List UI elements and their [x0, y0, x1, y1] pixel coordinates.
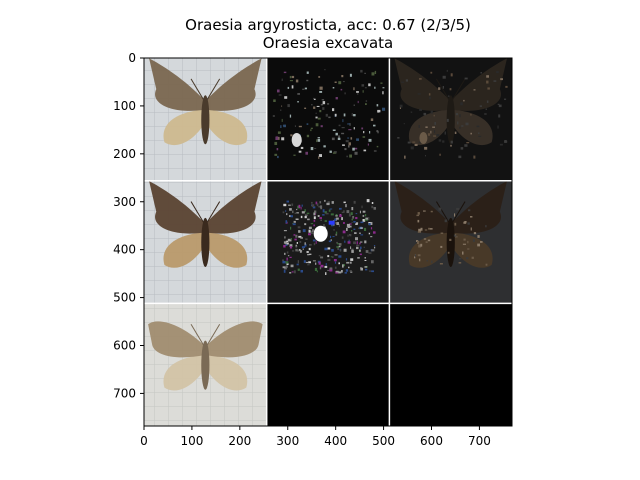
x-tick-label: 200 [228, 434, 251, 448]
y-tick-label: 0 [128, 51, 136, 65]
x-tick-label: 400 [324, 434, 347, 448]
figure-title: Oraesia argyrosticta, acc: 0.67 (2/3/5) [185, 16, 471, 34]
y-tick-label: 400 [113, 243, 136, 257]
figure-subtitle: Oraesia excavata [262, 34, 394, 52]
moth-photo-3 [144, 303, 267, 427]
y-tick-label: 500 [113, 291, 136, 305]
x-tick-label: 100 [180, 434, 203, 448]
saliency-map-1a [266, 58, 390, 181]
y-tick-label: 200 [113, 147, 136, 161]
axes-frame [143, 57, 513, 427]
moth-photo-2 [144, 180, 267, 304]
x-tick-label: 0 [140, 434, 148, 448]
y-tick-label: 300 [113, 195, 136, 209]
y-tick-label: 600 [113, 339, 136, 353]
masked-moth-2b [389, 180, 513, 304]
x-tick-label: 600 [420, 434, 443, 448]
y-tick-label: 100 [113, 99, 136, 113]
x-tick-label: 300 [276, 434, 299, 448]
empty-panel-3a [266, 303, 390, 427]
x-tick-label: 700 [468, 434, 491, 448]
y-tick-label: 700 [113, 386, 136, 400]
moth-photo-1 [144, 58, 267, 181]
empty-panel-3b [389, 303, 513, 427]
masked-moth-1b [389, 58, 513, 181]
x-tick-label: 500 [372, 434, 395, 448]
saliency-map-2a [266, 180, 390, 304]
